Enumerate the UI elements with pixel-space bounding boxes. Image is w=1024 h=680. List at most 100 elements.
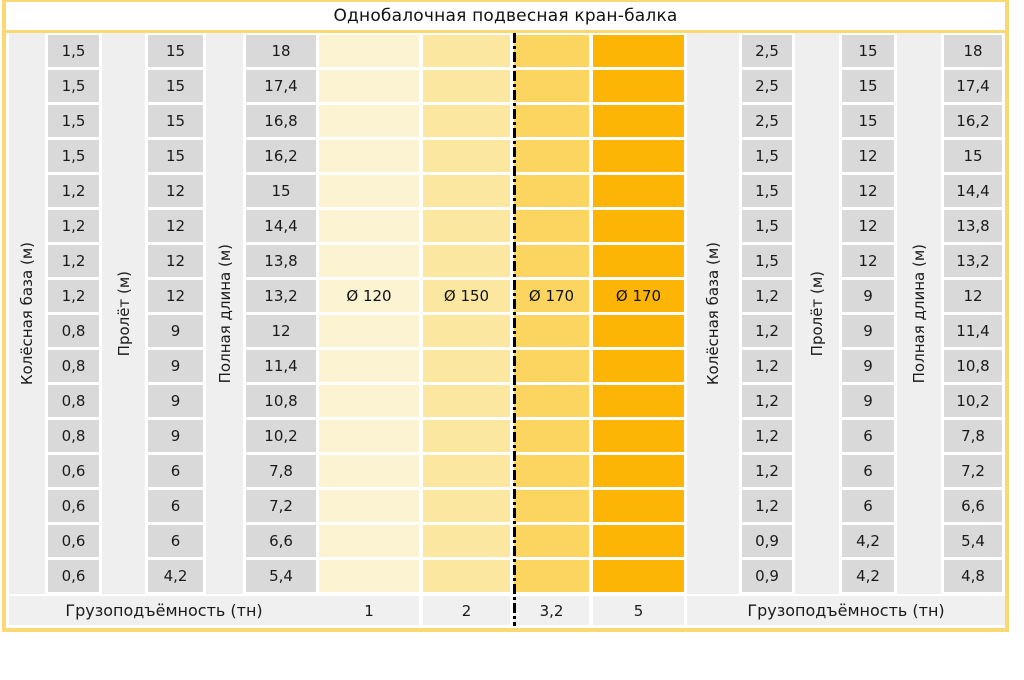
table-cell: 15 bbox=[842, 70, 894, 102]
table-cell: 17,4 bbox=[944, 70, 1002, 102]
right-data-column-1: 2,5 2,5 2,5 1,5 1,5 1,5 1,5 1,2 1,2 1,2 1,2 1,2 1,2 1… bbox=[739, 33, 795, 594]
capacity-cell bbox=[514, 315, 589, 347]
capacity-cell bbox=[423, 490, 510, 522]
capacity-cell bbox=[423, 560, 510, 592]
table-cell: 11,4 bbox=[246, 350, 316, 382]
capacity-cell bbox=[593, 420, 684, 452]
table-cell: 1,2 bbox=[48, 210, 99, 242]
capacity-cell bbox=[593, 35, 684, 67]
table-cell: 15 bbox=[148, 140, 203, 172]
table-cell: 12 bbox=[148, 210, 203, 242]
table-cell: 6 bbox=[842, 455, 894, 487]
left-table: Колёсная база (м) 1,5 1,5 1,5 1,5 1,2 1,2 1,2 1,… bbox=[9, 33, 319, 594]
table-cell: 6 bbox=[148, 455, 203, 487]
table-cell: 1,5 bbox=[742, 175, 792, 207]
right-column-header-3: Полная длина (м) bbox=[897, 33, 941, 594]
table-cell: 9 bbox=[842, 280, 894, 312]
beam-diameter-cell: Ø 120 bbox=[319, 280, 419, 312]
capacity-cell bbox=[593, 175, 684, 207]
table-cell: 7,2 bbox=[246, 490, 316, 522]
table-cell: 15 bbox=[842, 35, 894, 67]
capacity-cell bbox=[593, 70, 684, 102]
capacity-cell bbox=[514, 140, 589, 172]
table-cell: 9 bbox=[148, 315, 203, 347]
table-cell: 1,2 bbox=[742, 350, 792, 382]
capacity-cell bbox=[319, 175, 419, 207]
table-cell: 1,5 bbox=[742, 210, 792, 242]
capacity-cell bbox=[319, 35, 419, 67]
capacity-cell bbox=[593, 525, 684, 557]
table-cell: 14,4 bbox=[246, 210, 316, 242]
table-cell: 12 bbox=[246, 315, 316, 347]
capacity-cell bbox=[514, 560, 589, 592]
table-cell: 0,6 bbox=[48, 490, 99, 522]
capacity-cell bbox=[319, 210, 419, 242]
right-data-column-3: 18 17,4 16,2 15 14,4 13,8 13,2 12 11,4 10,8 10,2 7,… bbox=[941, 33, 1005, 594]
capacity-cell bbox=[319, 140, 419, 172]
capacity-cell bbox=[593, 210, 684, 242]
table-cell: 10,8 bbox=[246, 385, 316, 417]
table-cell: 9 bbox=[148, 420, 203, 452]
table-cell: 9 bbox=[842, 350, 894, 382]
table-cell: 2,5 bbox=[742, 105, 792, 137]
column-header-text: Пролёт (м) bbox=[808, 270, 826, 357]
table-cell: 9 bbox=[842, 385, 894, 417]
beam-diameter-cell: Ø 150 bbox=[423, 280, 510, 312]
table-cell: 15 bbox=[148, 35, 203, 67]
capacity-cell bbox=[514, 490, 589, 522]
capacity-cell bbox=[593, 560, 684, 592]
capacity-value-cell: 3,2 bbox=[514, 596, 589, 625]
column-header-text: Колёсная база (м) bbox=[18, 241, 36, 386]
left-data-column-3: 18 17,4 16,8 16,2 15 14,4 13,8 13,2 12 11,4 10,8 10… bbox=[243, 33, 319, 594]
table-cell: 10,8 bbox=[944, 350, 1002, 382]
table-cell: 12 bbox=[148, 245, 203, 277]
left-column-header-1: Колёсная база (м) bbox=[9, 33, 45, 594]
table-cell: 4,2 bbox=[148, 560, 203, 592]
capacity-columns: Ø 120 Ø 150 Ø 170 Ø 170 bbox=[319, 33, 687, 594]
capacity-cell bbox=[423, 70, 510, 102]
capacity-cell bbox=[514, 350, 589, 382]
capacity-cell bbox=[514, 35, 589, 67]
table-cell: 12 bbox=[842, 175, 894, 207]
table-cell: 0,8 bbox=[48, 385, 99, 417]
table-cell: 13,2 bbox=[246, 280, 316, 312]
table-cell: 10,2 bbox=[944, 385, 1002, 417]
capacity-cell bbox=[593, 105, 684, 137]
capacity-cell bbox=[593, 315, 684, 347]
capacity-cell bbox=[514, 455, 589, 487]
capacity-cell bbox=[423, 420, 510, 452]
table-cell: 1,2 bbox=[742, 385, 792, 417]
table-cell: 5,4 bbox=[246, 560, 316, 592]
table-cell: 7,2 bbox=[944, 455, 1002, 487]
table-cell: 6,6 bbox=[246, 525, 316, 557]
capacity-cell bbox=[319, 525, 419, 557]
table-cell: 12 bbox=[842, 245, 894, 277]
capacity-cell bbox=[423, 525, 510, 557]
capacity-cell bbox=[593, 490, 684, 522]
table-cell: 1,2 bbox=[48, 280, 99, 312]
capacity-cell bbox=[423, 210, 510, 242]
column-header-text: Полная длина (м) bbox=[910, 243, 928, 384]
table-cell: 16,2 bbox=[246, 140, 316, 172]
left-capacity-footer-label: Грузоподъёмность (тн) bbox=[9, 596, 319, 625]
crane-specs-table: Однобалочная подвесная кран-балка Колёсн… bbox=[2, 0, 1009, 632]
capacity-cell bbox=[423, 350, 510, 382]
table-cell: 6 bbox=[842, 490, 894, 522]
table-cell: 12 bbox=[842, 210, 894, 242]
left-column-header-2: Пролёт (м) bbox=[102, 33, 145, 594]
capacity-cell bbox=[593, 140, 684, 172]
right-column-header-2: Пролёт (м) bbox=[795, 33, 839, 594]
left-data-column-1: 1,5 1,5 1,5 1,5 1,2 1,2 1,2 1,2 0,8 0,8 0,8 0,8 0,6 0… bbox=[45, 33, 102, 594]
capacity-cell bbox=[423, 245, 510, 277]
capacity-cell bbox=[514, 245, 589, 277]
right-capacity-footer-label: Грузоподъёмность (тн) bbox=[687, 596, 1005, 625]
table-cell: 13,8 bbox=[944, 210, 1002, 242]
capacity-cell bbox=[319, 420, 419, 452]
table-cell: 4,2 bbox=[842, 525, 894, 557]
table-cell: 1,5 bbox=[48, 35, 99, 67]
capacity-cell bbox=[514, 525, 589, 557]
table-cell: 1,2 bbox=[48, 245, 99, 277]
table-cell: 0,8 bbox=[48, 350, 99, 382]
table-cell: 1,2 bbox=[742, 490, 792, 522]
beam-diameter-cell: Ø 170 bbox=[514, 280, 589, 312]
